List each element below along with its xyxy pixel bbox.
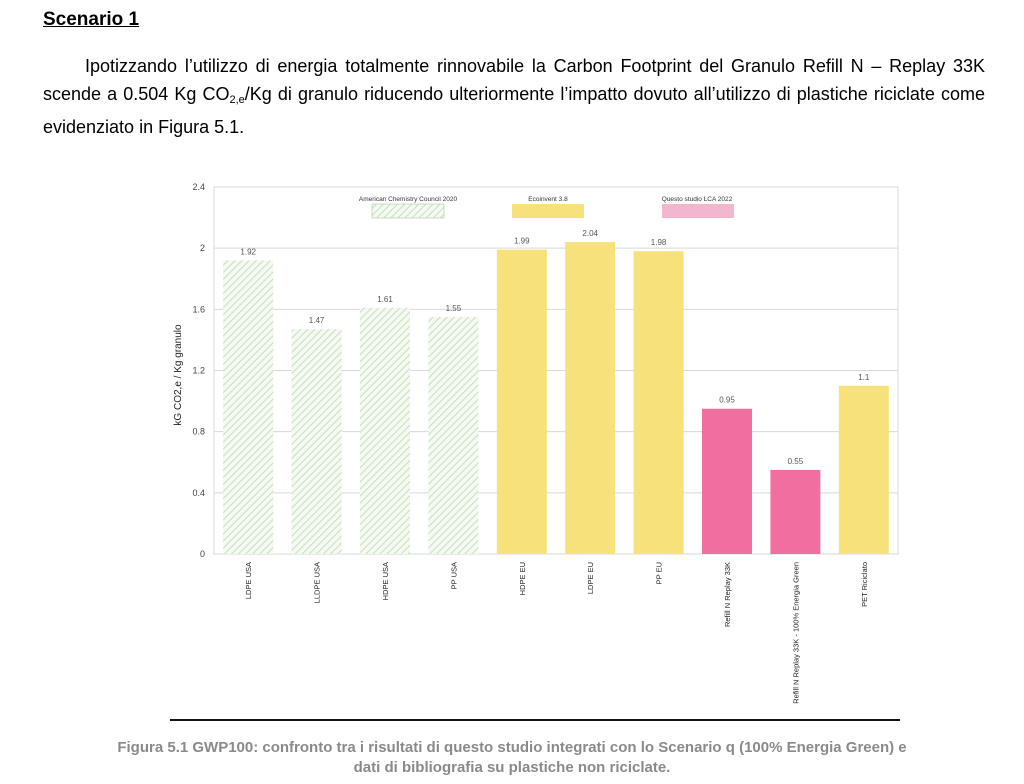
y-tick-label: 2.4 xyxy=(192,182,205,192)
legend-label: Questo studio LCA 2022 xyxy=(662,196,733,203)
x-tick-label: PET Riciclato xyxy=(860,562,869,607)
bar-value-label: 1.61 xyxy=(377,295,393,304)
x-tick-label: PP USA xyxy=(449,562,458,589)
co2-subscript: 2,e xyxy=(229,93,245,106)
bar xyxy=(770,469,821,554)
section-heading: Scenario 1 xyxy=(43,9,140,30)
bar xyxy=(702,408,752,554)
x-tick-label: PP EU xyxy=(655,562,664,584)
y-tick-label: 0.8 xyxy=(192,427,205,437)
legend-swatch xyxy=(512,204,584,218)
x-tick-label: Refill N Replay 33K xyxy=(723,562,732,627)
y-axis-label: kG CO2,e / Kg granulo xyxy=(173,324,184,426)
caption-line-2: dati di bibliografia su plastiche non ri… xyxy=(353,759,671,776)
bar xyxy=(223,260,274,554)
legend-label: American Chemistry Council 2020 xyxy=(359,196,458,203)
bar xyxy=(838,385,889,554)
bar xyxy=(360,307,410,554)
x-tick-label: Refill N Replay 33K - 100% Energia Green xyxy=(791,562,800,704)
bar-value-label: 1.1 xyxy=(858,373,870,382)
x-tick-label: HDPE EU xyxy=(518,562,527,595)
bar-value-label: 1.99 xyxy=(514,237,530,246)
bar-value-label: 2.04 xyxy=(582,229,598,238)
bar xyxy=(633,251,684,554)
paragraph-text-start: Ipotizzando l’utilizzo di energia totalm… xyxy=(43,56,985,104)
x-tick-label: LDPE EU xyxy=(586,562,595,594)
bar-value-label: 0.95 xyxy=(719,396,735,405)
bar xyxy=(291,329,342,554)
bar-value-label: 1.98 xyxy=(651,238,667,247)
caption-rule xyxy=(170,719,900,721)
x-tick-label: LLDPE USA xyxy=(313,562,322,603)
bar-value-label: 1.47 xyxy=(309,316,325,325)
bar xyxy=(428,316,479,554)
legend-label: Ecoinvent 3.8 xyxy=(528,196,568,203)
y-tick-label: 0 xyxy=(200,549,205,559)
bar-value-label: 1.92 xyxy=(240,247,256,256)
x-tick-label: HDPE USA xyxy=(381,562,390,600)
paragraph-text-end: /Kg di granulo riducendo ulteriormente l… xyxy=(43,83,985,138)
bar xyxy=(565,242,616,555)
bar-value-label: 0.55 xyxy=(788,457,804,466)
caption-line-1: Figura 5.1 GWP100: confronto tra i risul… xyxy=(117,739,907,756)
legend-swatch xyxy=(662,204,734,218)
bar-value-label: 1.55 xyxy=(446,304,462,313)
y-tick-label: 1.6 xyxy=(192,304,205,314)
bar xyxy=(496,249,547,554)
legend-swatch xyxy=(371,203,445,219)
y-tick-label: 2 xyxy=(200,243,205,253)
figure-caption: Figura 5.1 GWP100: confronto tra i risul… xyxy=(30,738,994,778)
y-tick-label: 0.4 xyxy=(192,488,205,498)
y-tick-label: 1.2 xyxy=(192,366,205,376)
body-paragraph: Ipotizzando l’utilizzo di energia totalm… xyxy=(43,53,985,142)
x-tick-label: LDPE USA xyxy=(244,562,253,599)
